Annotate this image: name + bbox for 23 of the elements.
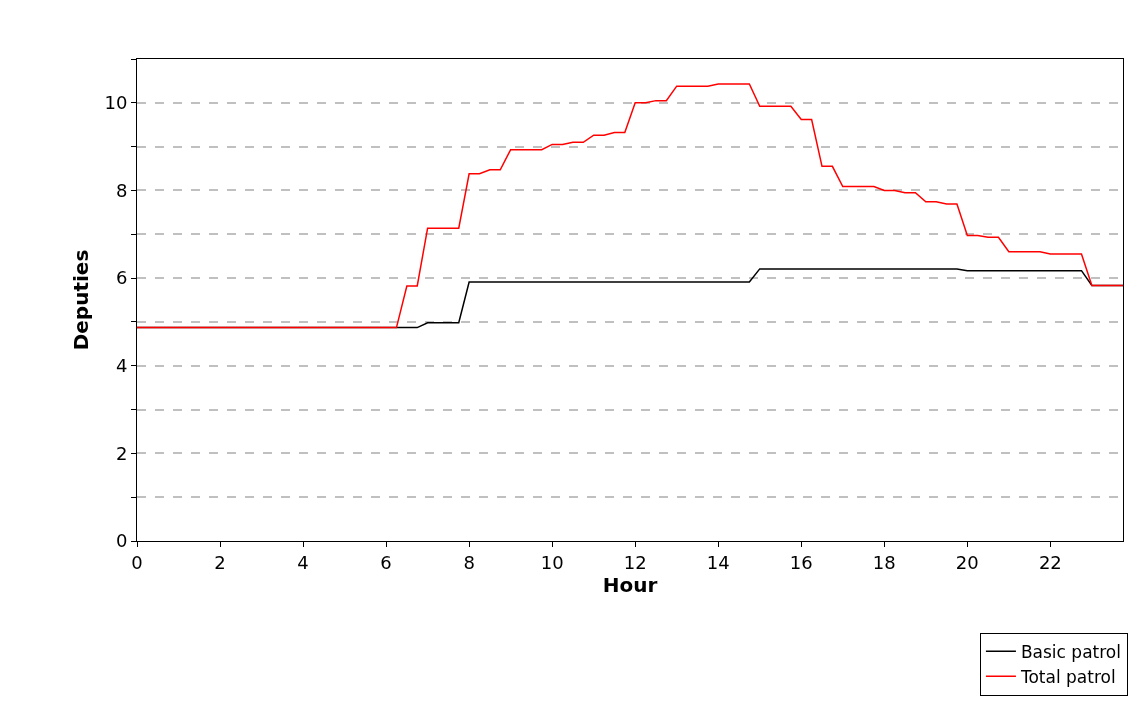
x-tick-label: 12	[623, 551, 647, 573]
y-tick-label: 8	[115, 179, 128, 201]
x-tick-label: 22	[1038, 551, 1062, 573]
legend-label: Total patrol	[1019, 666, 1116, 687]
x-tick-label: 18	[872, 551, 896, 573]
x-tick-label: 16	[789, 551, 813, 573]
legend-label: Basic patrol	[1020, 641, 1121, 662]
x-tick-label: 8	[463, 551, 475, 573]
y-tick-label: 6	[115, 267, 128, 289]
y-axis-title: Deputies	[68, 249, 93, 351]
x-tick-label: 14	[706, 551, 730, 573]
x-tick-label: 0	[131, 551, 143, 573]
x-tick-label: 4	[297, 551, 309, 573]
x-tick-label: 2	[214, 551, 226, 573]
y-tick-label: 10	[104, 92, 128, 114]
x-tick-label: 6	[380, 551, 392, 573]
x-tick-label: 10	[540, 551, 564, 573]
line-series	[137, 83, 1123, 329]
x-axis-title: Hour	[602, 572, 658, 597]
y-tick-label: 0	[115, 530, 128, 552]
y-tick-label: 4	[115, 355, 128, 377]
x-tick-label: 20	[955, 551, 979, 573]
y-tick-label: 2	[115, 442, 128, 464]
